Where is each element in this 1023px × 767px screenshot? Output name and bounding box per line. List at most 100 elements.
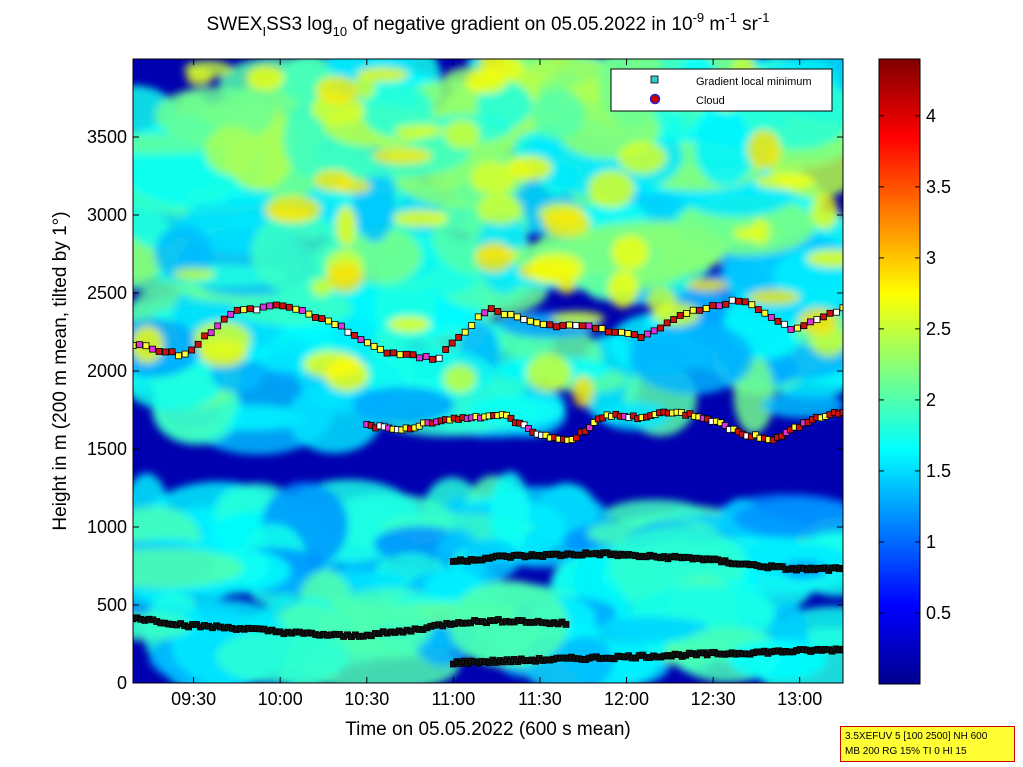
heatmap-cell <box>351 386 455 424</box>
marker-point <box>767 314 775 321</box>
heatmap-cell <box>531 88 585 140</box>
y-tick-label: 3000 <box>87 205 127 225</box>
heatmap-cell <box>527 252 584 285</box>
marker-point <box>839 645 843 653</box>
marker-point <box>546 321 554 329</box>
y-tick-label: 3500 <box>87 127 127 147</box>
marker-point <box>552 323 560 331</box>
marker-point <box>331 320 339 328</box>
marker-point <box>709 302 717 309</box>
heatmap-cell <box>465 68 508 94</box>
heatmap-cell <box>477 194 523 225</box>
info-line-1: 3.5XEFUV 5 [100 2500] NH 600 <box>845 731 988 742</box>
marker-point <box>422 353 430 360</box>
marker-point <box>520 421 528 429</box>
legend-marker-gradient-icon <box>650 75 659 84</box>
marker-point <box>618 328 625 336</box>
heatmap-cell <box>543 209 591 237</box>
marker-point <box>266 302 274 310</box>
marker-point <box>663 319 671 327</box>
heatmap-cell <box>335 206 357 246</box>
colorbar-tick-label: 2 <box>926 390 936 410</box>
marker-point <box>181 350 189 358</box>
heatmap-cell <box>469 161 517 195</box>
marker-point <box>370 342 378 350</box>
legend-label-gradient: Gradient local minimum <box>696 76 812 88</box>
heatmap-cell <box>747 129 781 170</box>
marker-point <box>207 329 215 337</box>
marker-point <box>357 336 365 343</box>
heatmap-cell <box>594 616 709 640</box>
marker-point <box>754 306 762 313</box>
heatmap-cell <box>250 211 342 294</box>
info-box: 3.5XEFUV 5 [100 2500] NH 600 MB 200 RG 1… <box>840 726 1015 762</box>
marker-point <box>526 317 534 325</box>
marker-point <box>585 322 593 330</box>
x-tick-label: 09:30 <box>171 689 216 709</box>
info-line-2: MB 200 RG 15% TI 0 HI 15 <box>845 746 967 757</box>
heatmap-cell <box>687 279 728 292</box>
marker-point <box>794 324 801 332</box>
marker-point <box>168 348 176 356</box>
marker-point <box>689 306 697 314</box>
heatmap-cell <box>353 160 396 243</box>
marker-point <box>344 328 352 336</box>
marker-point <box>383 349 391 357</box>
marker-point <box>279 302 287 310</box>
y-axis: 0 500 1000 1500 2000 2500 3000 3500 <box>87 127 843 693</box>
heatmap-cell <box>334 179 372 194</box>
colorbar-tick-label: 4 <box>926 106 936 126</box>
x-tick-label: 10:00 <box>258 689 303 709</box>
marker-point <box>500 311 508 318</box>
marker-point <box>507 414 515 422</box>
marker-point <box>559 322 567 329</box>
marker-point <box>494 308 502 315</box>
marker-point <box>292 305 300 313</box>
x-axis-title: Time on 05.05.2022 (600 s mean) <box>345 719 631 740</box>
marker-point <box>305 310 313 318</box>
colorbar-gradient <box>878 58 921 685</box>
x-axis: 09:30 10:00 10:30 11:00 11:30 12:00 12:30 13:00 <box>171 59 822 709</box>
marker-point <box>214 322 222 330</box>
heatmap-cell <box>193 321 251 359</box>
marker-point <box>435 354 443 362</box>
heatmap-cell <box>572 375 594 408</box>
marker-point <box>657 324 665 332</box>
marker-point <box>351 332 358 339</box>
marker-point <box>562 621 570 628</box>
heatmap-cell <box>310 278 334 296</box>
marker-point <box>162 348 169 356</box>
marker-point <box>702 305 710 312</box>
marker-point <box>533 319 541 327</box>
marker-point <box>605 328 612 336</box>
marker-point <box>787 326 795 333</box>
marker-point <box>487 305 495 312</box>
heatmap-cell <box>133 548 243 589</box>
heatmap-cell <box>489 471 531 557</box>
heatmap-cell <box>810 193 839 230</box>
heatmap-cell <box>393 124 445 138</box>
marker-point <box>813 316 821 324</box>
y-tick-label: 1000 <box>87 517 127 537</box>
marker-point <box>728 296 736 304</box>
marker-point <box>364 339 371 347</box>
heatmap-cell <box>611 235 649 270</box>
legend-marker-cloud-icon <box>649 93 661 105</box>
marker-point <box>839 564 843 572</box>
marker-point <box>520 316 528 323</box>
marker-point <box>194 340 202 348</box>
heatmap-cell <box>728 639 828 681</box>
heatmap-cell <box>443 364 477 393</box>
marker-point <box>390 349 397 357</box>
marker-point <box>735 297 743 305</box>
marker-point <box>780 320 788 328</box>
x-tick-label: 10:30 <box>344 689 389 709</box>
plot-area <box>133 59 843 683</box>
heatmap-cell <box>618 141 667 174</box>
x-tick-label: 12:00 <box>604 689 649 709</box>
marker-point <box>253 306 261 314</box>
heatmap-cell <box>326 262 364 293</box>
heatmap-cell <box>474 242 513 273</box>
colorbar-tick-label: 3.5 <box>926 177 951 197</box>
